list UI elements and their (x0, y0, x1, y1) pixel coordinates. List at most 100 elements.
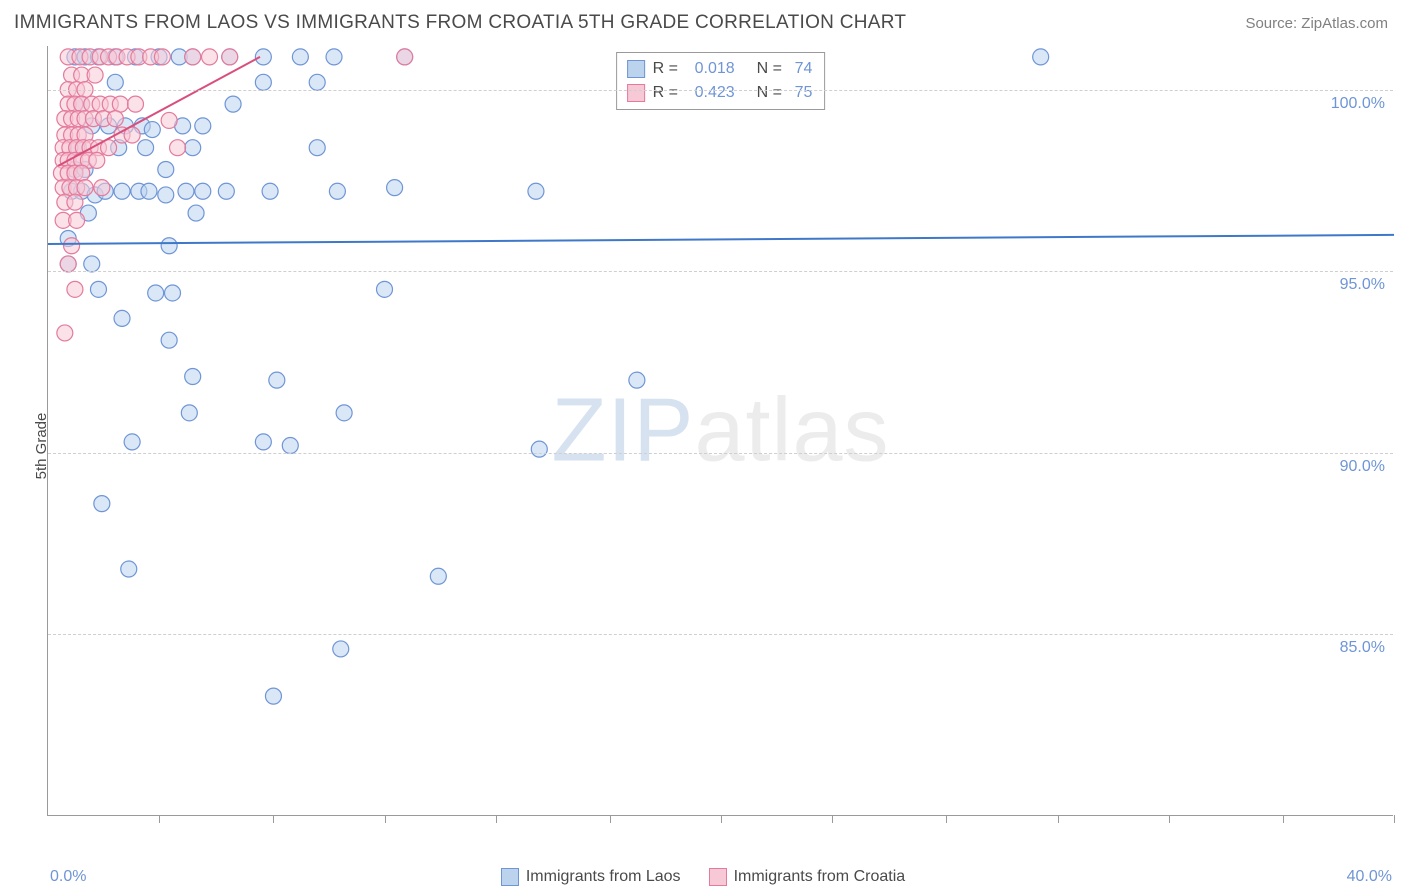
legend-label-croatia: Immigrants from Croatia (734, 868, 906, 886)
x-tick (273, 815, 274, 823)
legend-n-label: N = (757, 81, 787, 105)
data-point (225, 96, 241, 112)
chart-title: IMMIGRANTS FROM LAOS VS IMMIGRANTS FROM … (14, 12, 906, 34)
data-point (141, 183, 157, 199)
data-point (165, 285, 181, 301)
data-point (124, 434, 140, 450)
grid-line-h (48, 271, 1393, 272)
data-point (218, 183, 234, 199)
data-point (57, 325, 73, 341)
data-point (121, 561, 137, 577)
data-point (326, 49, 342, 65)
data-point (127, 96, 143, 112)
trend-line (48, 235, 1394, 244)
data-point (629, 372, 645, 388)
data-point (185, 49, 201, 65)
chart-header: IMMIGRANTS FROM LAOS VS IMMIGRANTS FROM … (0, 0, 1406, 46)
x-tick (496, 815, 497, 823)
data-point (148, 285, 164, 301)
x-tick (832, 815, 833, 823)
data-point (195, 183, 211, 199)
data-point (161, 238, 177, 254)
data-point (269, 372, 285, 388)
data-point (181, 405, 197, 421)
x-tick (1394, 815, 1395, 823)
data-point (178, 183, 194, 199)
data-point (430, 568, 446, 584)
legend-r-label: R = (653, 81, 687, 105)
data-point (94, 180, 110, 196)
source-attribution: Source: ZipAtlas.com (1245, 15, 1388, 32)
legend-swatch-croatia (627, 84, 645, 102)
data-point (255, 434, 271, 450)
scatter-plot: ZIPatlas R = 0.018 N = 74 R = 0.423 N = … (47, 46, 1393, 816)
data-point (309, 74, 325, 90)
data-point (94, 496, 110, 512)
data-point (262, 183, 278, 199)
data-point (377, 281, 393, 297)
data-point (60, 256, 76, 272)
legend-swatch-laos (627, 60, 645, 78)
legend-n-value-croatia: 75 (795, 81, 813, 105)
data-point (89, 152, 105, 168)
data-point (1033, 49, 1049, 65)
data-point (107, 74, 123, 90)
x-tick (1169, 815, 1170, 823)
data-point (114, 310, 130, 326)
data-point (138, 140, 154, 156)
data-point (397, 49, 413, 65)
data-point (309, 140, 325, 156)
grid-line-h (48, 90, 1393, 91)
data-point (185, 140, 201, 156)
data-point (158, 161, 174, 177)
x-tick (1058, 815, 1059, 823)
data-point (170, 140, 186, 156)
x-tick (1283, 815, 1284, 823)
legend-item-laos: Immigrants from Laos (501, 868, 681, 886)
data-point (112, 96, 128, 112)
legend-n-value-laos: 74 (795, 57, 813, 81)
legend-row-croatia: R = 0.423 N = 75 (627, 81, 813, 105)
legend-item-croatia: Immigrants from Croatia (709, 868, 906, 886)
plot-svg (48, 46, 1393, 815)
data-point (531, 441, 547, 457)
legend-row-laos: R = 0.018 N = 74 (627, 57, 813, 81)
data-point (387, 180, 403, 196)
data-point (329, 183, 345, 199)
data-point (255, 74, 271, 90)
data-point (74, 165, 90, 181)
legend-r-value-laos: 0.018 (695, 57, 749, 81)
data-point (69, 212, 85, 228)
correlation-legend: R = 0.018 N = 74 R = 0.423 N = 75 (616, 52, 826, 110)
y-tick-label: 90.0% (1340, 458, 1385, 476)
data-point (90, 281, 106, 297)
data-point (158, 187, 174, 203)
data-point (67, 281, 83, 297)
x-tick (946, 815, 947, 823)
data-point (107, 111, 123, 127)
legend-swatch-croatia-bottom (709, 868, 727, 886)
data-point (222, 49, 238, 65)
data-point (202, 49, 218, 65)
data-point (188, 205, 204, 221)
data-point (265, 688, 281, 704)
legend-n-label: N = (757, 57, 787, 81)
y-tick-label: 85.0% (1340, 639, 1385, 657)
legend-r-value-croatia: 0.423 (695, 81, 749, 105)
series-legend: Immigrants from Laos Immigrants from Cro… (0, 868, 1406, 886)
x-tick (159, 815, 160, 823)
y-tick-label: 95.0% (1340, 276, 1385, 294)
x-tick (385, 815, 386, 823)
data-point (528, 183, 544, 199)
data-point (333, 641, 349, 657)
data-point (282, 438, 298, 454)
data-point (144, 122, 160, 138)
data-point (292, 49, 308, 65)
data-point (87, 67, 103, 83)
data-point (77, 180, 93, 196)
legend-r-label: R = (653, 57, 687, 81)
data-point (195, 118, 211, 134)
grid-line-h (48, 453, 1393, 454)
data-point (154, 49, 170, 65)
data-point (185, 369, 201, 385)
